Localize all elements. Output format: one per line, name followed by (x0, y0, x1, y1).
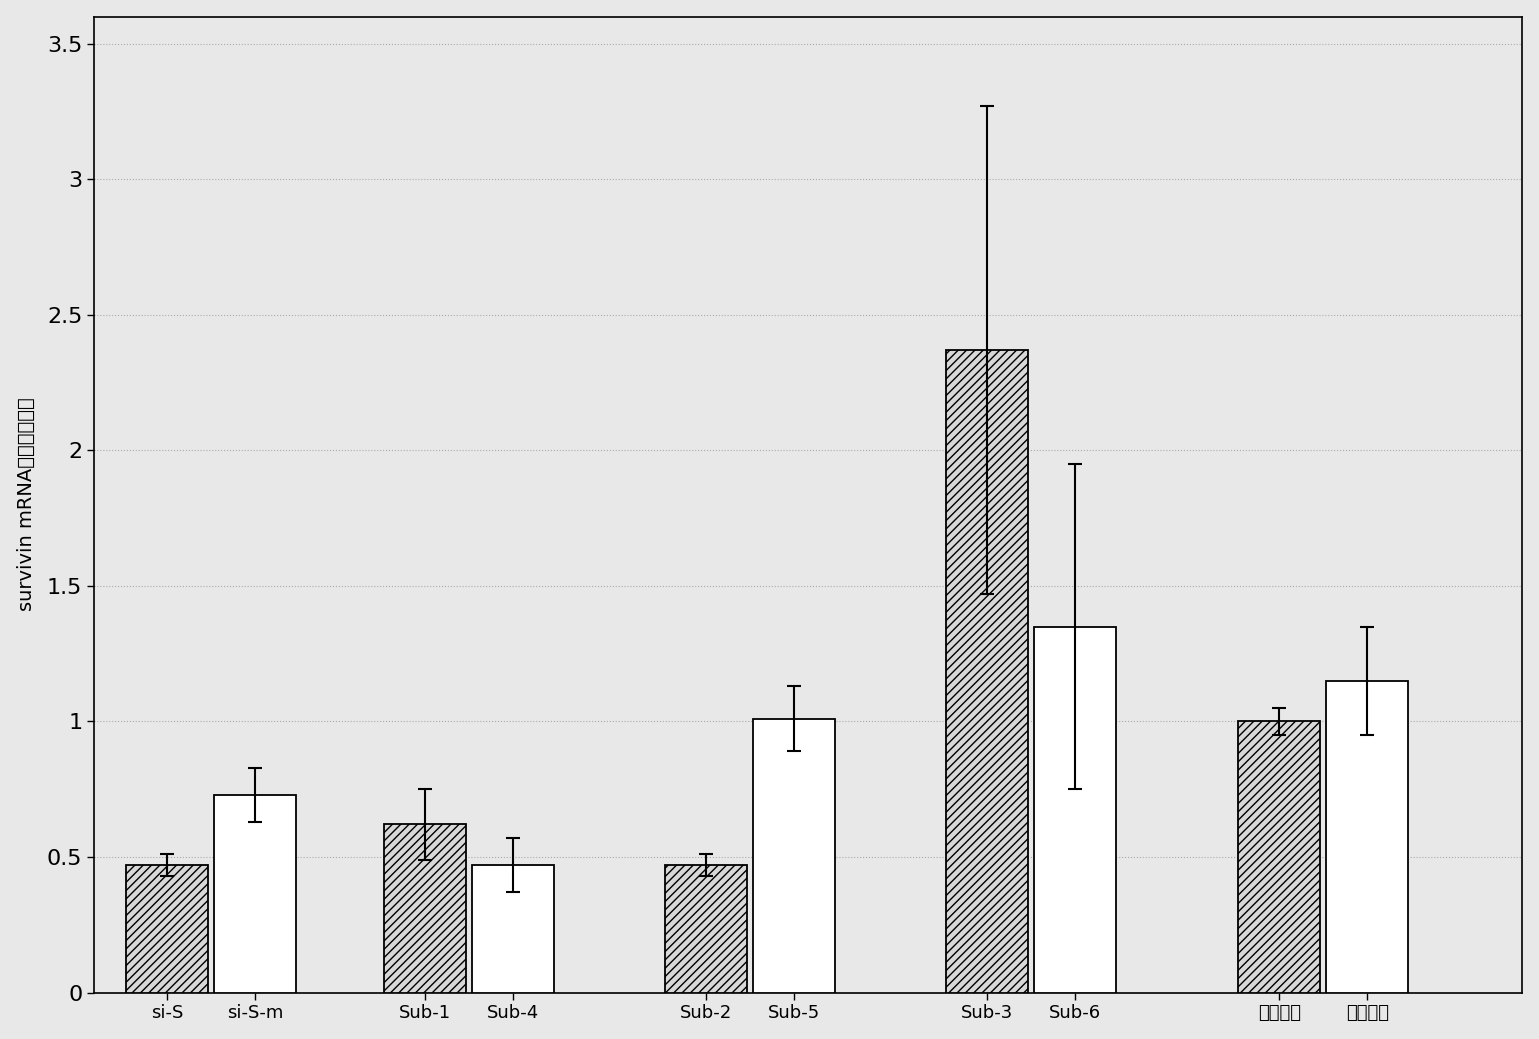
Bar (1327, 681, 1408, 992)
Bar (946, 350, 1028, 992)
Bar (126, 865, 208, 992)
Bar (471, 865, 554, 992)
Y-axis label: survivin mRNA相对表达水平: survivin mRNA相对表达水平 (17, 398, 35, 612)
Bar (383, 825, 466, 992)
Bar (1034, 627, 1116, 992)
Bar (214, 795, 295, 992)
Bar (753, 719, 834, 992)
Bar (1239, 721, 1320, 992)
Bar (665, 865, 746, 992)
